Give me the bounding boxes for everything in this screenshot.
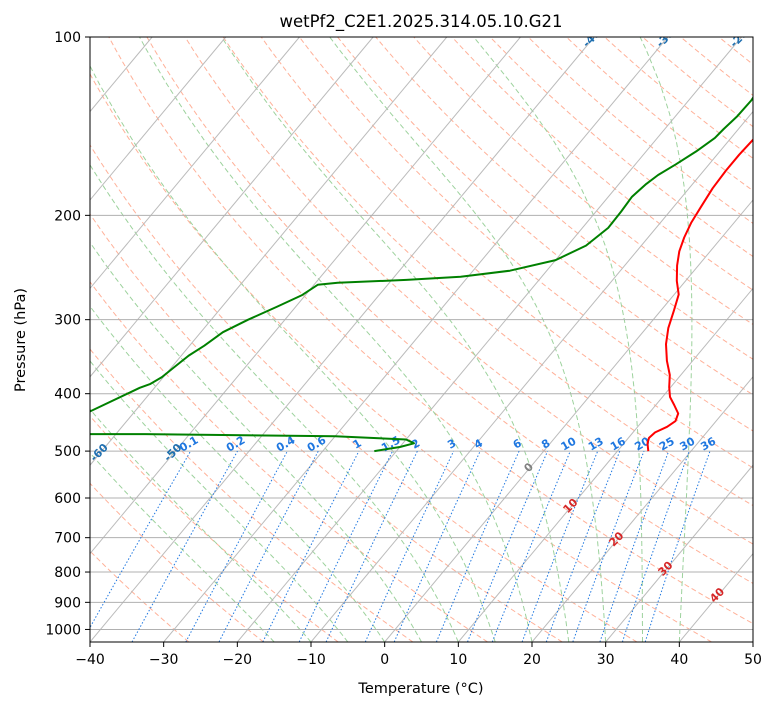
mixing-ratio-line xyxy=(364,450,455,642)
x-tick-label: 30 xyxy=(597,652,615,668)
y-tick-label: 800 xyxy=(54,565,81,581)
x-tick-label: 40 xyxy=(670,652,688,668)
dry-adiabat xyxy=(451,37,753,291)
mixing-ratio-line xyxy=(545,450,621,642)
dry-adiabat xyxy=(222,37,753,507)
y-axis-title: Pressure (hPa) xyxy=(13,288,29,392)
x-tick-label: −30 xyxy=(149,652,179,668)
dry-adiabat xyxy=(527,37,753,224)
isotherm-line xyxy=(90,37,448,466)
plot-area: -100-90-80-70-60-50-40-30-20-10010203040… xyxy=(90,37,753,642)
dry-adiabat xyxy=(566,37,753,192)
isotherm-lines xyxy=(90,37,753,642)
y-tick-label: 700 xyxy=(54,531,81,547)
mixing-ratio-line xyxy=(491,450,571,642)
moist-adiabat xyxy=(90,64,496,642)
dry-adiabat xyxy=(108,37,753,625)
dry-adiabat xyxy=(146,37,753,584)
dry-adiabat xyxy=(260,37,753,469)
temperature-line xyxy=(646,138,753,452)
y-tick-label: 200 xyxy=(54,208,81,224)
x-tick-label: 50 xyxy=(744,652,762,668)
x-axis-ticks: −40 −30 −20 −10 0 10 20 30 40 50 xyxy=(75,642,762,668)
dry-adiabat xyxy=(184,37,753,545)
isotherm-line xyxy=(457,287,753,642)
isotherm-line xyxy=(90,37,300,290)
moist-adiabat xyxy=(139,37,533,642)
dry-adiabat xyxy=(299,37,753,432)
x-tick-label: −10 xyxy=(296,652,326,668)
mixing-ratio-line xyxy=(262,450,360,642)
dry-adiabat xyxy=(604,37,753,159)
isotherm-line xyxy=(90,37,374,378)
x-axis-title: Temperature (°C) xyxy=(357,681,483,697)
y-tick-label: 100 xyxy=(54,30,81,46)
isotherm-line xyxy=(310,110,753,642)
isotherm-line xyxy=(90,37,521,555)
y-tick-label: 400 xyxy=(54,387,81,403)
moist-adiabat xyxy=(90,163,459,642)
dry-adiabat xyxy=(413,37,753,326)
y-tick-label: 600 xyxy=(54,491,81,507)
isotherm-line xyxy=(90,37,227,201)
mixing-ratio-line xyxy=(393,450,481,642)
moist-adiabat xyxy=(90,452,275,642)
moist-adiabat xyxy=(329,37,607,642)
mixing-ratio-line xyxy=(467,450,549,642)
y-tick-label: 300 xyxy=(54,313,81,329)
isotherm-line xyxy=(236,37,742,642)
mixing-ratio-line xyxy=(435,450,520,642)
dry-adiabat xyxy=(489,37,753,258)
dry-adiabats xyxy=(90,37,753,642)
isotherm-line xyxy=(531,376,753,642)
isotherm-line xyxy=(605,464,753,642)
dry-adiabat xyxy=(90,482,264,642)
moist-adiabat xyxy=(90,408,312,642)
mixing-ratio-line xyxy=(521,450,599,642)
dry-adiabat xyxy=(337,37,753,396)
y-tick-label: 1000 xyxy=(45,622,81,638)
mixing-ratio-line xyxy=(572,450,645,642)
isotherm-line xyxy=(90,37,595,642)
mixing-ratio-line xyxy=(185,450,288,642)
y-tick-label: 900 xyxy=(54,595,81,611)
mixing-ratio-line xyxy=(644,450,711,642)
moist-adiabat xyxy=(639,37,693,642)
moist-adiabat xyxy=(473,37,643,642)
chart-title: wetPf2_C2E1.2025.314.05.10.G21 xyxy=(279,12,562,32)
dry-adiabat xyxy=(90,281,488,642)
mixing-ratio-line xyxy=(621,450,690,642)
plot-frame xyxy=(89,36,754,643)
mixing-ratio-line xyxy=(131,450,238,642)
dry-adiabat xyxy=(90,213,563,642)
y-tick-label: 500 xyxy=(54,444,81,460)
mixing-ratio-line xyxy=(599,450,670,642)
sounding-series xyxy=(90,95,753,453)
dry-adiabat xyxy=(375,37,753,360)
x-tick-label: 0 xyxy=(380,652,389,668)
x-tick-label: −20 xyxy=(223,652,253,668)
moist-adiabat xyxy=(90,241,422,642)
dewpoint-line xyxy=(90,95,753,453)
isotherm-line xyxy=(384,199,753,642)
x-tick-label: 10 xyxy=(449,652,467,668)
dry-adiabat xyxy=(90,144,638,642)
mixing-ratio-lines xyxy=(90,450,711,642)
mixing-ratio-line xyxy=(325,450,418,642)
pressure-gridlines xyxy=(90,37,753,630)
x-tick-label: 20 xyxy=(523,652,541,668)
mixing-ratio-line xyxy=(218,450,319,642)
moist-adiabat xyxy=(90,305,386,642)
isotherm-line xyxy=(163,37,669,642)
y-axis-ticks: 100 200 300 400 500 600 700 800 900 1000 xyxy=(45,30,90,638)
x-tick-label: −40 xyxy=(75,652,105,668)
dry-adiabat xyxy=(90,73,712,642)
